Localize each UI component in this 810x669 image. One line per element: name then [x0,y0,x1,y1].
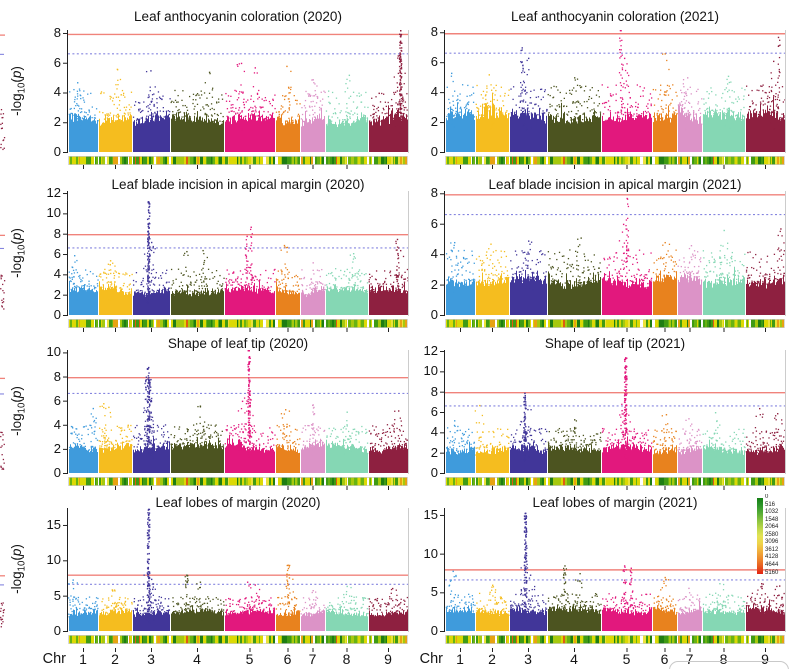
chr-number-label: 2 [488,651,496,667]
panel-title: Shape of leaf tip (2021) [544,336,686,351]
y-tick-label: 0 [53,623,61,638]
y-tick-label: 6 [53,392,61,408]
chr-number-label: 4 [193,651,201,667]
y-tick-label: 15 [423,506,438,522]
y-tick-label: 6 [53,246,61,262]
chr-number-label: 6 [283,651,292,667]
y-tick-label: 2 [53,114,61,130]
y-tick-label: 0 [53,144,61,159]
chr-number-label: 5 [245,651,254,667]
legend-value: 2580 [765,531,779,538]
y-tick-label: 4 [430,424,438,440]
legend-value: 1032 [765,509,779,516]
y-tick-label: 2 [53,286,61,302]
chr-number-label: 8 [342,651,351,667]
y-tick-label: 12 [46,185,61,201]
y-tick-label: 0 [430,465,438,480]
y-axis-label: -log10(p) [9,544,28,594]
chr-number-label: 1 [79,651,87,667]
y-tick-label: 8 [53,368,61,384]
y-tick-label: 2 [430,276,438,292]
y-tick-label: 10 [46,552,61,568]
panel-title: Leaf lobes of margin (2020) [155,495,321,510]
y-tick-label: 0 [53,465,61,480]
y-tick-label: 0 [53,307,61,322]
chr-axis-label: Chr [419,651,443,667]
panel-title: Leaf lobes of margin (2021) [532,495,698,510]
chr-number-label: 3 [524,651,532,667]
y-tick-label: 4 [430,246,438,262]
y-tick-label: 4 [430,84,438,100]
y-tick-label: 8 [53,24,61,40]
y-tick-label: 2 [430,444,438,460]
panel-title: Leaf blade incision in apical margin (20… [111,177,365,192]
y-tick-label: 5 [53,587,61,603]
y-tick-label: 10 [423,545,438,561]
y-tick-label: 8 [430,24,438,40]
y-tick-label: 2 [430,114,438,130]
chr-number-label: 7 [685,651,694,667]
chr-number-label: 5 [622,651,631,667]
chr-number-label: 2 [111,651,119,667]
chr-number-label: 9 [761,651,769,667]
chr-number-label: 4 [570,651,578,667]
chr-axis-label: Chr [42,651,66,667]
y-tick-label: 4 [53,266,61,282]
y-tick-label: 0 [430,144,438,159]
chr-number-label: 6 [660,651,669,667]
y-tick-label: 8 [430,383,438,399]
cropped-box-outline [669,661,789,669]
y-tick-label: 15 [46,516,61,532]
y-tick-label: 10 [423,363,438,379]
legend-value: 516 [765,501,776,508]
y-tick-label: 2 [53,440,61,456]
chr-number-label: 7 [308,651,317,667]
y-tick-label: 6 [430,404,438,419]
y-tick-label: 6 [430,215,438,231]
legend-gradient-bar [757,498,763,574]
chr-number-label: 9 [384,651,392,667]
y-axis-label: -log10(p) [9,66,28,116]
panel-title: Leaf blade incision in apical margin (20… [488,177,742,192]
legend-value: 5160 [765,569,779,576]
panel-title: Leaf anthocyanin coloration (2020) [134,9,342,24]
panel-title: Shape of leaf tip (2020) [167,336,309,351]
density-legend: 0 516 1032 1548 2064 2580 3096 3612 4128 4644 5160 [757,494,797,578]
y-tick-label: 8 [53,225,61,241]
panel-title: Leaf anthocyanin coloration (2021) [511,9,719,24]
legend-value: 4644 [765,561,779,568]
y-tick-label: 0 [430,623,438,638]
legend-value: 4128 [765,554,779,561]
legend-value: 3096 [765,539,779,546]
y-tick-label: 10 [46,344,61,360]
chr-number-label: 3 [147,651,155,667]
y-tick-label: 10 [46,205,61,221]
y-tick-label: 12 [423,343,438,359]
chr-number-label: 1 [456,651,464,667]
y-axis-label: -log10(p) [9,228,28,278]
legend-value: 1548 [765,516,779,523]
y-tick-label: 4 [53,84,61,100]
y-tick-label: 5 [430,584,438,600]
legend-value: 2064 [765,524,779,531]
legend-value: 3612 [765,546,779,553]
y-tick-label: 0 [430,307,438,322]
chr-number-label: 8 [719,651,728,667]
y-tick-label: 6 [53,54,61,70]
y-axis-label: -log10(p) [9,386,28,436]
y-tick-label: 8 [430,185,438,201]
legend-value: 0 [765,494,769,500]
y-tick-label: 4 [53,416,61,432]
y-tick-label: 6 [430,54,438,70]
